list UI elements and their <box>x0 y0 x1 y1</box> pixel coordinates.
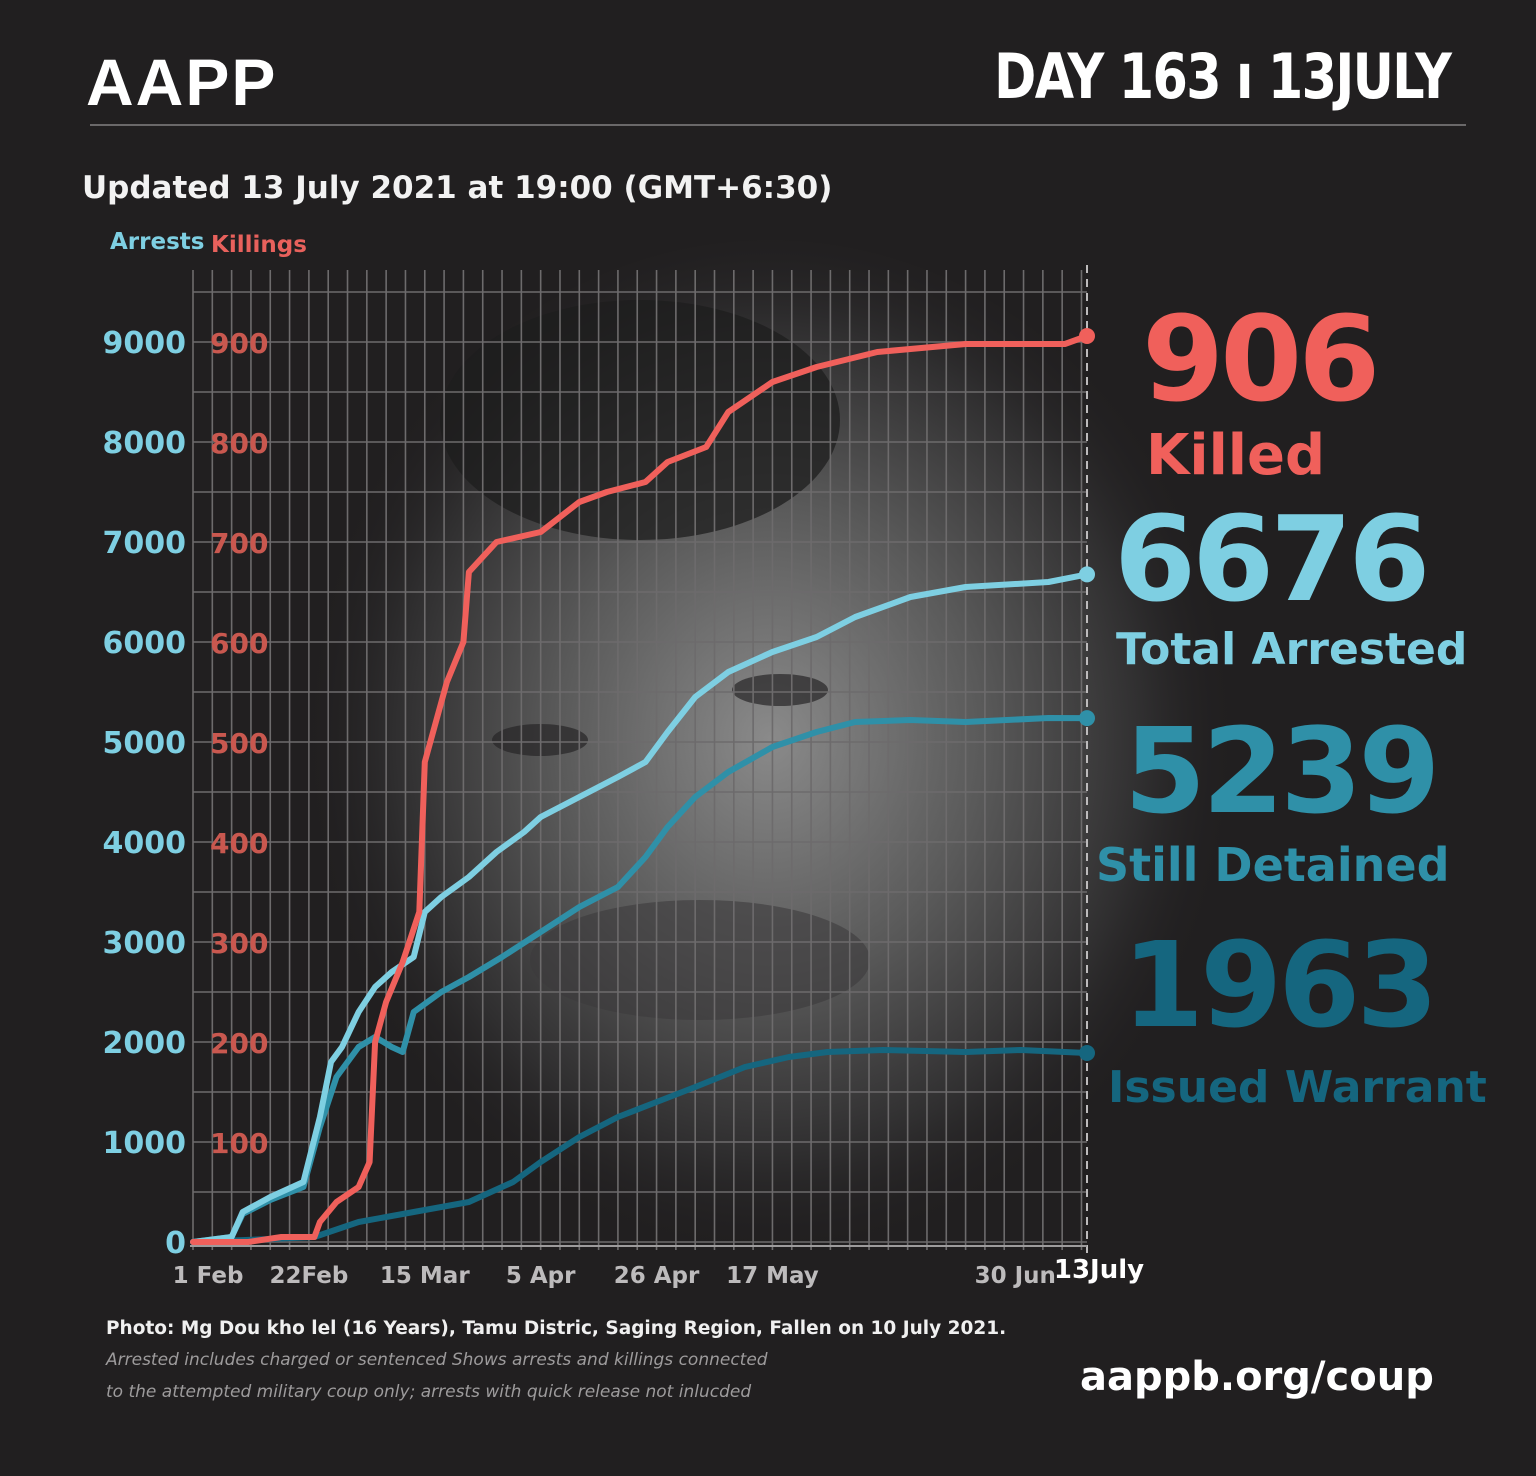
series-line-killings <box>190 333 1090 1245</box>
stat-detained-label: Still Detained <box>1096 838 1450 892</box>
y-right-tick-300: 300 <box>210 927 268 960</box>
chart-axes: 0 1000 2000 3000 4000 5000 6000 7000 8000 9000 100… <box>103 326 1145 1289</box>
y-left-tick-2000: 2000 <box>103 1026 187 1061</box>
y-left-tick-1000: 1000 <box>103 1126 187 1161</box>
x-tick-4: 26 Apr <box>614 1263 700 1289</box>
source-url-link[interactable]: aappb.org/coup <box>1080 1354 1434 1400</box>
stat-warrant: 1963 <box>1122 916 1438 1054</box>
x-tick-1: 22Feb <box>269 1263 348 1289</box>
photo-eye-right <box>732 674 828 706</box>
x-tick-0: 1 Feb <box>173 1263 244 1289</box>
stat-killed-label-box: Killed <box>1146 428 1325 484</box>
photo-chin <box>530 900 870 1020</box>
y-left-tick-7000: 7000 <box>103 526 187 561</box>
y-right-tick-500: 500 <box>210 727 268 760</box>
y-left-tick-9000: 9000 <box>103 326 187 361</box>
y-right-tick-800: 800 <box>210 427 268 460</box>
y-right-tick-100: 100 <box>210 1127 268 1160</box>
series-endpoint-still-detained <box>1079 710 1095 727</box>
portrait-photo <box>300 240 1240 1280</box>
chart-series <box>190 328 1095 1245</box>
stat-killed-value: 906 <box>1142 290 1380 428</box>
y-left-tick-0: 0 <box>165 1226 186 1261</box>
stat-warrant-label: Issued Warrant <box>1108 1062 1487 1113</box>
day-counter: DAY 163 ı 13JULY <box>993 40 1452 113</box>
header-divider <box>90 124 1466 126</box>
series-endpoint-killings <box>1079 328 1095 344</box>
series-endpoint-issued-warrant <box>1079 1045 1095 1061</box>
y-right-tick-900: 900 <box>210 327 268 360</box>
stat-warrant-value: 1963 <box>1122 916 1438 1054</box>
updated-timestamp: Updated 13 July 2021 at 19:00 (GMT+6:30) <box>82 170 833 206</box>
stat-arrested: 6676 <box>1114 490 1430 628</box>
stat-killed-label: Killed <box>1146 423 1326 488</box>
x-tick-2: 15 Mar <box>380 1263 470 1289</box>
stat-detained: 5239 <box>1124 702 1440 840</box>
stat-detained-value: 5239 <box>1124 702 1440 840</box>
y-right-tick-200: 200 <box>210 1027 268 1060</box>
stat-killed: 906 <box>1142 290 1380 428</box>
y-right-tick-700: 700 <box>210 527 268 560</box>
photo-credit: Photo: Mg Dou kho lel (16 Years), Tamu D… <box>106 1318 1007 1339</box>
stat-arrested-value: 6676 <box>1114 490 1430 628</box>
brand-logo: AAPP <box>86 45 278 119</box>
x-tick-3: 5 Apr <box>506 1263 576 1289</box>
series-endpoint-total-arrested <box>1079 566 1095 583</box>
y-left-tick-5000: 5000 <box>103 726 187 761</box>
stat-warrant-label-box: Issued Warrant <box>1108 1066 1487 1110</box>
series-line-issued-warrant <box>190 1047 1090 1245</box>
footnote-line-1: Arrested includes charged or sentenced S… <box>106 1350 768 1370</box>
y-right-tick-400: 400 <box>210 827 268 860</box>
x-tick-6: 30 Jun <box>975 1263 1056 1289</box>
photo-hair <box>440 300 840 540</box>
x-tick-5: 17 May <box>726 1263 819 1289</box>
legend-arrests: Arrests <box>110 229 205 255</box>
y-left-tick-6000: 6000 <box>103 626 187 661</box>
series-line-total-arrested <box>190 571 1090 1245</box>
y-left-tick-8000: 8000 <box>103 426 187 461</box>
y-left-tick-3000: 3000 <box>103 926 187 961</box>
legend-killings: Killings <box>211 232 307 258</box>
stat-detained-label-box: Still Detained <box>1096 842 1450 888</box>
footnote-line-2: to the attempted military coup only; arr… <box>106 1382 752 1402</box>
x-tick-7: 13July <box>1054 1255 1144 1285</box>
stat-arrested-label: Total Arrested <box>1116 624 1468 675</box>
y-left-tick-4000: 4000 <box>103 826 187 861</box>
stat-arrested-label-box: Total Arrested <box>1116 628 1467 672</box>
y-right-tick-600: 600 <box>210 627 268 660</box>
